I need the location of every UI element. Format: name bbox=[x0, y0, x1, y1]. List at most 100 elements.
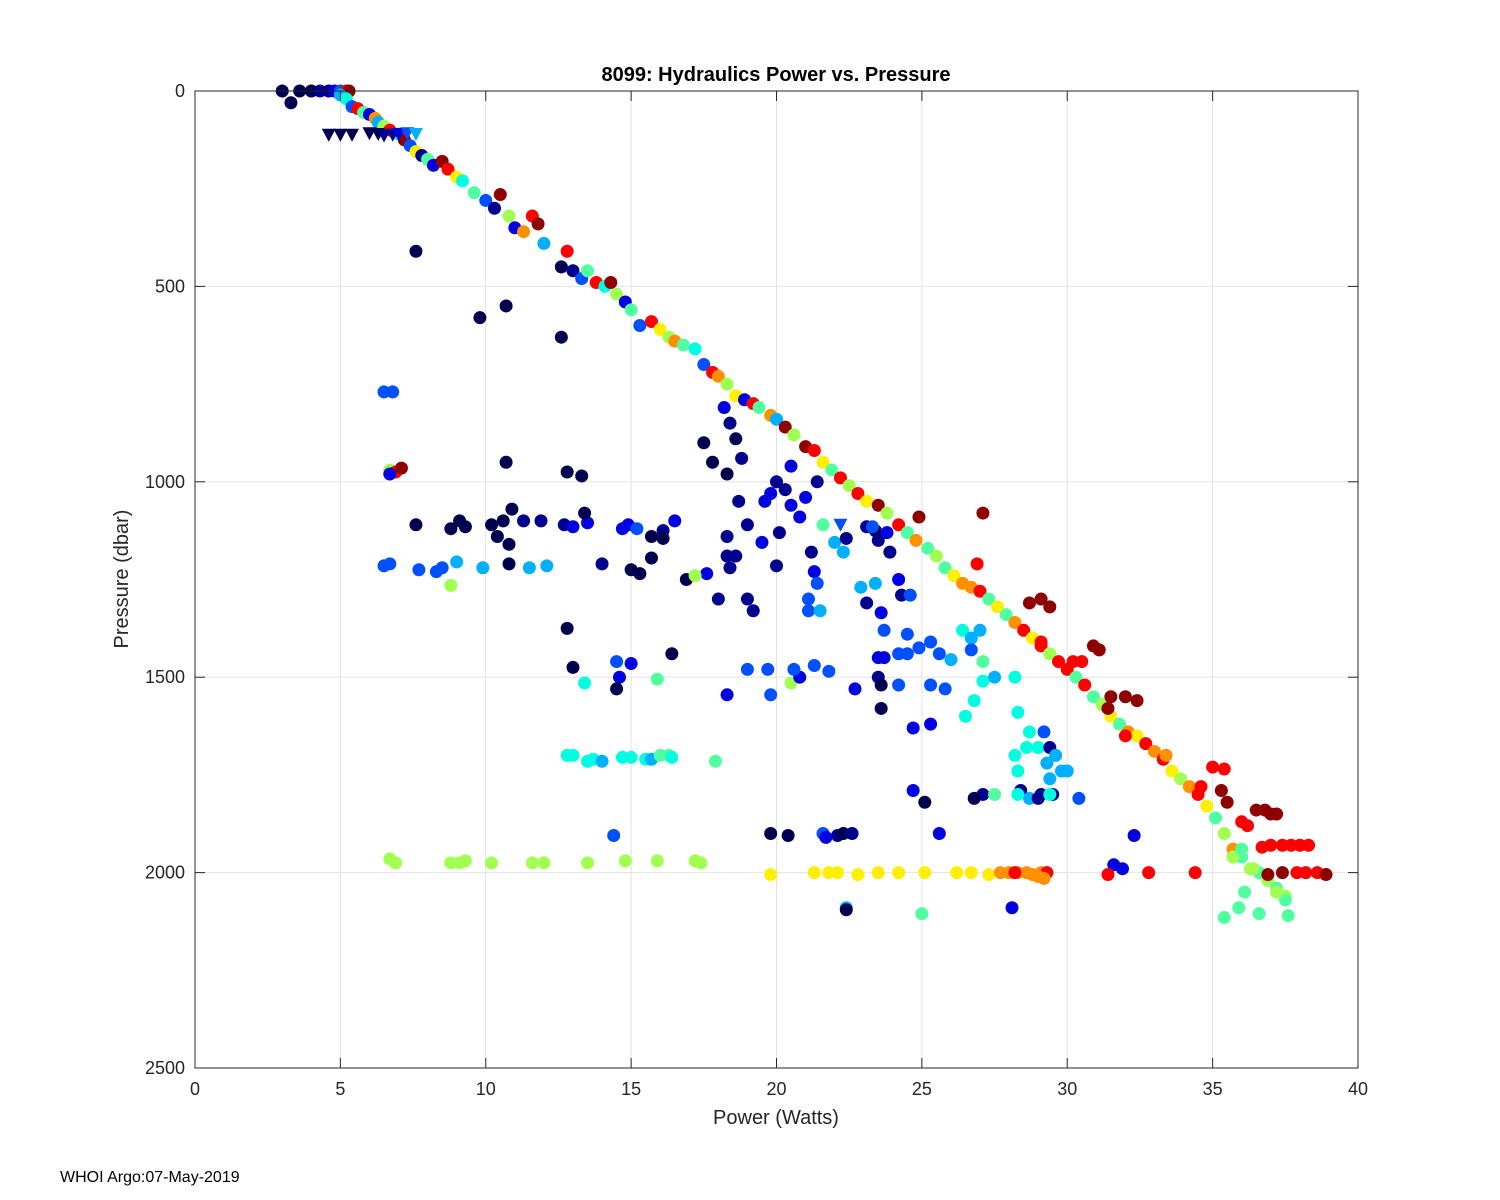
data-point bbox=[967, 791, 981, 805]
data-point bbox=[1319, 868, 1333, 882]
data-point bbox=[1043, 772, 1057, 786]
data-point bbox=[1101, 701, 1115, 715]
data-point bbox=[581, 856, 595, 870]
data-point bbox=[1037, 725, 1051, 739]
data-point bbox=[581, 754, 595, 768]
data-point bbox=[1118, 690, 1132, 704]
x-tick-label: 15 bbox=[621, 1079, 641, 1099]
data-point bbox=[964, 866, 978, 880]
data-point bbox=[711, 592, 725, 606]
data-point bbox=[964, 643, 978, 657]
x-tick-label: 35 bbox=[1203, 1079, 1223, 1099]
triangle-marker bbox=[408, 127, 423, 141]
data-point bbox=[770, 475, 783, 489]
data-point bbox=[845, 827, 859, 841]
data-point bbox=[1130, 694, 1144, 708]
data-point bbox=[467, 186, 481, 200]
data-point bbox=[915, 907, 929, 921]
data-point bbox=[1034, 592, 1048, 606]
data-point bbox=[1118, 729, 1132, 743]
data-point bbox=[624, 303, 638, 317]
data-point bbox=[740, 592, 754, 606]
data-point bbox=[810, 475, 824, 489]
data-point bbox=[531, 217, 545, 231]
data-point bbox=[1040, 756, 1054, 770]
data-point bbox=[1200, 799, 1214, 813]
x-tick-label: 20 bbox=[766, 1079, 786, 1099]
data-point bbox=[612, 670, 626, 684]
data-point bbox=[854, 580, 868, 594]
data-point bbox=[1008, 748, 1022, 762]
data-point bbox=[732, 494, 746, 508]
data-point bbox=[784, 459, 798, 473]
data-point bbox=[778, 420, 792, 434]
data-point bbox=[1086, 690, 1100, 704]
data-point bbox=[566, 520, 580, 534]
data-point bbox=[1159, 748, 1173, 762]
data-point bbox=[1270, 807, 1284, 821]
data-point bbox=[793, 510, 807, 524]
data-point bbox=[522, 561, 536, 575]
data-point bbox=[560, 465, 574, 479]
data-point bbox=[1127, 828, 1141, 842]
data-point bbox=[839, 903, 853, 917]
data-point bbox=[973, 584, 987, 598]
data-point bbox=[688, 342, 702, 356]
data-point bbox=[1209, 811, 1223, 825]
data-point bbox=[816, 455, 830, 469]
data-point bbox=[999, 608, 1013, 622]
data-point bbox=[900, 526, 914, 540]
axis-ticks: 0 5 10 15 20 25 30 35 40 0 500 1000 1500 2000 2500 bbox=[145, 81, 1368, 1099]
chart-title: 8099: Hydraulics Power vs. Pressure bbox=[601, 64, 950, 86]
data-point bbox=[389, 856, 403, 870]
data-point bbox=[924, 717, 938, 731]
data-point bbox=[499, 299, 513, 313]
data-point bbox=[1115, 862, 1129, 876]
data-point bbox=[644, 530, 658, 544]
x-tick-label: 10 bbox=[476, 1079, 496, 1099]
data-point bbox=[485, 518, 499, 532]
data-point bbox=[444, 578, 458, 592]
data-point bbox=[822, 664, 836, 678]
data-point bbox=[932, 827, 946, 841]
data-point bbox=[694, 856, 708, 870]
data-point bbox=[458, 854, 472, 868]
data-point bbox=[810, 576, 824, 590]
data-point bbox=[906, 721, 920, 735]
data-point bbox=[720, 530, 734, 544]
data-point bbox=[1034, 635, 1048, 649]
data-point bbox=[764, 688, 778, 702]
data-point bbox=[816, 518, 830, 532]
data-point bbox=[1054, 764, 1068, 778]
data-point bbox=[499, 455, 513, 469]
data-point bbox=[578, 676, 592, 690]
data-point bbox=[865, 520, 879, 534]
data-point bbox=[1049, 748, 1063, 762]
data-point bbox=[892, 518, 906, 532]
data-point bbox=[801, 592, 815, 606]
data-point bbox=[918, 795, 932, 809]
data-point bbox=[880, 506, 894, 520]
data-point bbox=[383, 467, 397, 481]
data-point bbox=[883, 545, 897, 559]
data-point bbox=[610, 287, 624, 301]
data-point bbox=[871, 533, 885, 547]
data-point bbox=[892, 678, 906, 692]
data-point bbox=[644, 315, 658, 329]
data-point bbox=[668, 514, 682, 528]
x-tick-label: 30 bbox=[1057, 1079, 1077, 1099]
data-point bbox=[1299, 866, 1313, 880]
data-point bbox=[697, 358, 711, 372]
data-point bbox=[813, 604, 827, 618]
data-point bbox=[607, 828, 621, 842]
data-point bbox=[801, 604, 815, 618]
data-point bbox=[1302, 838, 1316, 852]
data-point bbox=[1078, 678, 1092, 692]
data-point bbox=[1075, 655, 1089, 669]
data-point bbox=[1147, 744, 1161, 758]
data-point bbox=[455, 174, 469, 188]
data-point bbox=[807, 565, 821, 579]
data-point bbox=[1043, 787, 1057, 801]
data-point bbox=[1037, 871, 1051, 885]
data-point bbox=[819, 830, 833, 844]
